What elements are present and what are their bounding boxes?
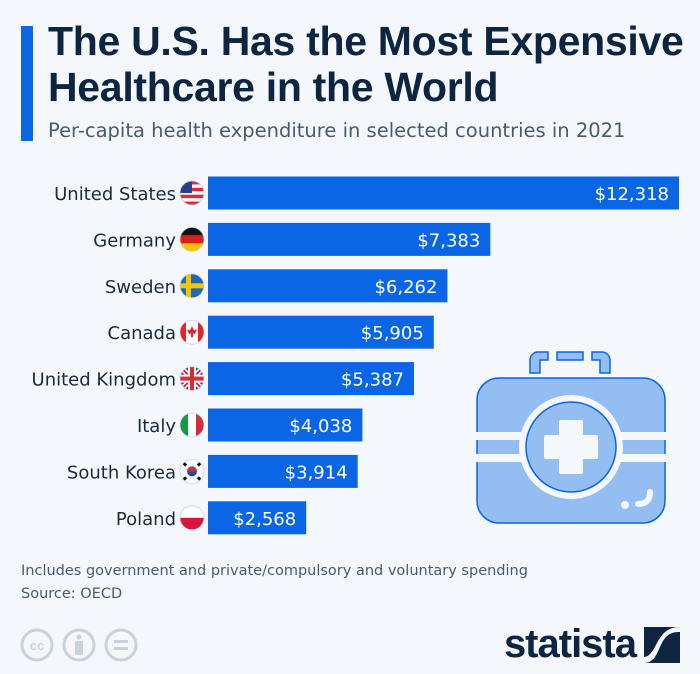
canada-flag-icon bbox=[179, 319, 205, 345]
title-line-1: The U.S. Has the Most Expensive bbox=[48, 18, 684, 64]
category-label: Germany bbox=[93, 230, 176, 251]
italy-flag-icon bbox=[179, 412, 205, 438]
title-accent-bar bbox=[21, 26, 33, 141]
uk-flag-icon bbox=[179, 366, 205, 392]
category-label: Sweden bbox=[105, 277, 176, 298]
value-label: $6,262 bbox=[374, 277, 437, 298]
category-label: South Korea bbox=[67, 462, 176, 483]
sweden-flag-icon bbox=[179, 273, 205, 299]
statista-logo[interactable]: statista bbox=[504, 622, 680, 667]
brand-name: statista bbox=[503, 622, 637, 666]
germany-flag-icon bbox=[179, 226, 205, 252]
no-derivatives-icon[interactable] bbox=[104, 628, 138, 662]
value-label: $5,387 bbox=[341, 370, 404, 391]
source: Source: OECD bbox=[21, 586, 123, 602]
us-flag-icon bbox=[179, 180, 205, 206]
footnote: Includes government and private/compulso… bbox=[21, 563, 528, 579]
svg-text:cc: cc bbox=[30, 638, 44, 653]
category-label: United Kingdom bbox=[32, 370, 176, 391]
category-label: Canada bbox=[108, 323, 177, 344]
first-aid-kit-icon bbox=[475, 351, 667, 524]
south-korea-flag-icon bbox=[179, 458, 205, 484]
bar bbox=[208, 176, 679, 210]
value-label: $2,568 bbox=[233, 509, 296, 530]
license-icons: cc bbox=[20, 628, 138, 662]
bar bbox=[208, 454, 358, 488]
category-label: Poland bbox=[116, 509, 176, 530]
bar bbox=[208, 408, 363, 442]
value-label: $7,383 bbox=[417, 230, 480, 251]
poland-flag-icon bbox=[179, 505, 205, 531]
category-label: Italy bbox=[137, 416, 176, 437]
cc-icon[interactable]: cc bbox=[20, 628, 54, 662]
chart-title: The U.S. Has the Most Expensive Healthca… bbox=[48, 18, 684, 110]
bar bbox=[208, 222, 491, 256]
value-label: $5,905 bbox=[361, 323, 424, 344]
chart-subtitle: Per-capita health expenditure in selecte… bbox=[48, 119, 626, 142]
value-label: $4,038 bbox=[289, 416, 352, 437]
value-label: $12,318 bbox=[595, 184, 669, 205]
statista-logo-icon bbox=[644, 626, 680, 663]
value-label: $3,914 bbox=[285, 462, 348, 483]
category-label: United States bbox=[54, 184, 176, 205]
bar bbox=[208, 315, 434, 349]
bar bbox=[208, 501, 307, 535]
bar bbox=[208, 362, 414, 396]
bar bbox=[208, 269, 448, 303]
attribution-icon[interactable] bbox=[62, 628, 96, 662]
title-line-2: Healthcare in the World bbox=[48, 64, 499, 110]
